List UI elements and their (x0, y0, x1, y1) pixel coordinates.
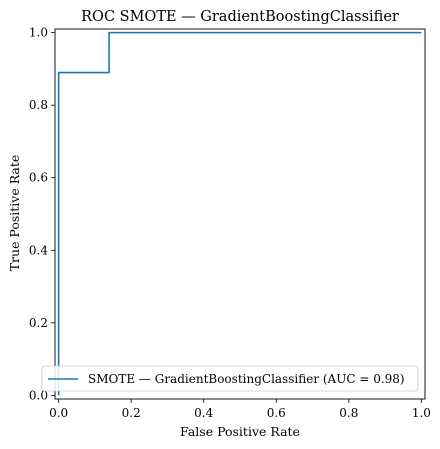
y-tick-label: 0.0 (29, 388, 48, 402)
y-tick-label: 0.6 (29, 171, 48, 185)
y-tick-label: 1.0 (29, 26, 48, 40)
y-tick-label: 0.2 (29, 316, 48, 330)
plot-lines (57, 31, 422, 396)
plot-frame (54, 28, 426, 400)
x-tick-label: 0.8 (339, 406, 358, 420)
x-axis-ticks: 0.0 0.2 0.4 0.6 0.8 1.0 (49, 399, 431, 420)
x-tick-label: 0.4 (194, 406, 213, 420)
x-tick-label: 0.2 (122, 406, 141, 420)
y-axis-ticks: 0.0 0.2 0.4 0.6 0.8 1.0 (29, 26, 55, 402)
x-tick-label: 1.0 (412, 406, 431, 420)
y-tick-label: 0.4 (29, 243, 48, 257)
chart-title: ROC SMOTE — GradientBoostingClassifier (81, 9, 399, 25)
x-tick-label: 0.6 (267, 406, 286, 420)
x-axis-label: False Positive Rate (180, 424, 300, 439)
legend-box (41, 365, 419, 392)
roc-curve-line (57, 31, 422, 396)
y-tick-label: 0.8 (29, 98, 48, 112)
x-tick-label: 0.0 (49, 406, 68, 420)
y-axis-label: True Positive Rate (7, 155, 22, 272)
legend: SMOTE — GradientBoostingClassifier (AUC … (41, 365, 419, 392)
legend-label: SMOTE — GradientBoostingClassifier (AUC … (88, 372, 405, 386)
